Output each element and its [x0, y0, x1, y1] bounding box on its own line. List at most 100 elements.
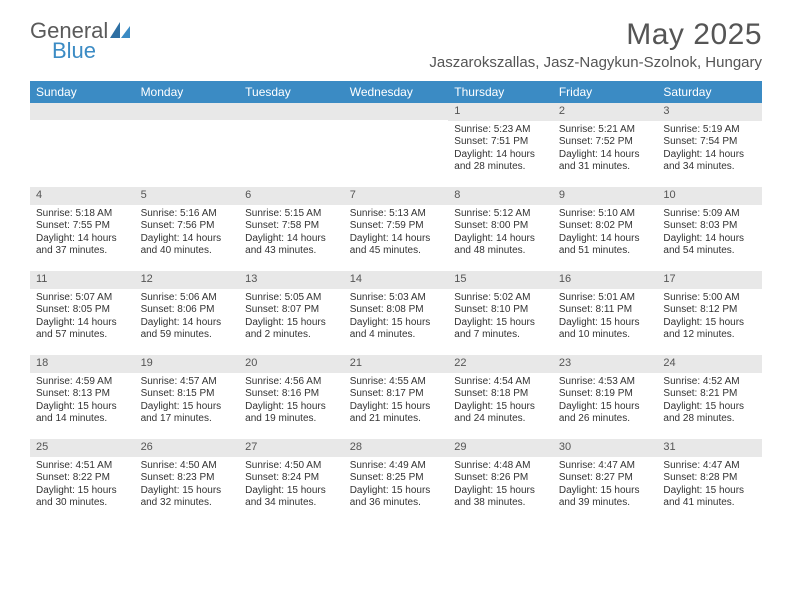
sunrise-line: Sunrise: 5:10 AM — [559, 208, 652, 221]
calendar-cell: 17Sunrise: 5:00 AMSunset: 8:12 PMDayligh… — [657, 271, 762, 355]
calendar-cell: 19Sunrise: 4:57 AMSunset: 8:15 PMDayligh… — [135, 355, 240, 439]
sunset-line: Sunset: 7:55 PM — [36, 220, 129, 233]
daylight-line: Daylight: 14 hours and 51 minutes. — [559, 233, 652, 258]
day-number: 14 — [344, 271, 449, 289]
week-row: 18Sunrise: 4:59 AMSunset: 8:13 PMDayligh… — [30, 355, 762, 439]
sunrise-line: Sunrise: 5:09 AM — [663, 208, 756, 221]
daylight-line: Daylight: 15 hours and 14 minutes. — [36, 401, 129, 426]
cell-body: Sunrise: 5:16 AMSunset: 7:56 PMDaylight:… — [135, 205, 240, 262]
day-header-sunday: Sunday — [30, 81, 135, 103]
daylight-line: Daylight: 15 hours and 30 minutes. — [36, 485, 129, 510]
daylight-line: Daylight: 14 hours and 43 minutes. — [245, 233, 338, 258]
daylight-line: Daylight: 15 hours and 36 minutes. — [350, 485, 443, 510]
daylight-line: Daylight: 14 hours and 34 minutes. — [663, 149, 756, 174]
day-number — [239, 103, 344, 120]
calendar-cell: 1Sunrise: 5:23 AMSunset: 7:51 PMDaylight… — [448, 103, 553, 187]
cell-body: Sunrise: 4:51 AMSunset: 8:22 PMDaylight:… — [30, 457, 135, 514]
day-number: 18 — [30, 355, 135, 373]
day-number: 29 — [448, 439, 553, 457]
logo-text: General Blue — [30, 18, 132, 70]
calendar-cell: 6 Sunrise: 5:15 AMSunset: 7:58 PMDaylight… — [239, 187, 344, 271]
cell-body: Sunrise: 4:56 AMSunset: 8:16 PMDaylight:… — [239, 373, 344, 430]
sunset-line: Sunset: 8:18 PM — [454, 388, 547, 401]
day-number: 22 — [448, 355, 553, 373]
day-number: 31 — [657, 439, 762, 457]
sunset-line: Sunset: 8:05 PM — [36, 304, 129, 317]
cell-body: Sunrise: 5:09 AMSunset: 8:03 PMDaylight:… — [657, 205, 762, 262]
day-header-friday: Friday — [553, 81, 658, 103]
cell-body: Sunrise: 5:19 AMSunset: 7:54 PMDaylight:… — [657, 121, 762, 178]
daylight-line: Daylight: 14 hours and 31 minutes. — [559, 149, 652, 174]
sunrise-line: Sunrise: 4:53 AM — [559, 376, 652, 389]
sunset-line: Sunset: 8:11 PM — [559, 304, 652, 317]
day-number: 8 — [448, 187, 553, 205]
day-number: 2 — [553, 103, 658, 121]
day-number: 24 — [657, 355, 762, 373]
cell-body: Sunrise: 5:12 AMSunset: 8:00 PMDaylight:… — [448, 205, 553, 262]
daylight-line: Daylight: 15 hours and 19 minutes. — [245, 401, 338, 426]
calendar-cell — [135, 103, 240, 187]
day-number — [344, 103, 449, 120]
weeks-container: 1Sunrise: 5:23 AMSunset: 7:51 PMDaylight… — [30, 103, 762, 523]
sunset-line: Sunset: 8:24 PM — [245, 472, 338, 485]
week-row: 11Sunrise: 5:07 AMSunset: 8:05 PMDayligh… — [30, 271, 762, 355]
sunrise-line: Sunrise: 5:05 AM — [245, 292, 338, 305]
header: General Blue May 2025 Jaszarokszallas, J… — [0, 0, 792, 75]
calendar-cell: 2Sunrise: 5:21 AMSunset: 7:52 PMDaylight… — [553, 103, 658, 187]
cell-body: Sunrise: 4:47 AMSunset: 8:27 PMDaylight:… — [553, 457, 658, 514]
day-number: 27 — [239, 439, 344, 457]
cell-body: Sunrise: 4:49 AMSunset: 8:25 PMDaylight:… — [344, 457, 449, 514]
sunrise-line: Sunrise: 5:19 AM — [663, 124, 756, 137]
sunrise-line: Sunrise: 4:56 AM — [245, 376, 338, 389]
cell-body: Sunrise: 5:18 AMSunset: 7:55 PMDaylight:… — [30, 205, 135, 262]
daylight-line: Daylight: 15 hours and 41 minutes. — [663, 485, 756, 510]
sunrise-line: Sunrise: 5:15 AM — [245, 208, 338, 221]
cell-body: Sunrise: 5:13 AMSunset: 7:59 PMDaylight:… — [344, 205, 449, 262]
day-number: 25 — [30, 439, 135, 457]
daylight-line: Daylight: 15 hours and 32 minutes. — [141, 485, 234, 510]
calendar-cell: 27Sunrise: 4:50 AMSunset: 8:24 PMDayligh… — [239, 439, 344, 523]
daylight-line: Daylight: 14 hours and 37 minutes. — [36, 233, 129, 258]
day-number: 10 — [657, 187, 762, 205]
sunset-line: Sunset: 7:51 PM — [454, 136, 547, 149]
sunrise-line: Sunrise: 4:47 AM — [559, 460, 652, 473]
sunrise-line: Sunrise: 4:52 AM — [663, 376, 756, 389]
cell-body: Sunrise: 5:01 AMSunset: 8:11 PMDaylight:… — [553, 289, 658, 346]
calendar-cell: 31Sunrise: 4:47 AMSunset: 8:28 PMDayligh… — [657, 439, 762, 523]
cell-body: Sunrise: 5:00 AMSunset: 8:12 PMDaylight:… — [657, 289, 762, 346]
calendar-cell: 18Sunrise: 4:59 AMSunset: 8:13 PMDayligh… — [30, 355, 135, 439]
day-number: 17 — [657, 271, 762, 289]
cell-body: Sunrise: 5:05 AMSunset: 8:07 PMDaylight:… — [239, 289, 344, 346]
sunset-line: Sunset: 8:16 PM — [245, 388, 338, 401]
cell-body: Sunrise: 5:07 AMSunset: 8:05 PMDaylight:… — [30, 289, 135, 346]
daylight-line: Daylight: 14 hours and 54 minutes. — [663, 233, 756, 258]
calendar-cell: 11Sunrise: 5:07 AMSunset: 8:05 PMDayligh… — [30, 271, 135, 355]
sunrise-line: Sunrise: 5:23 AM — [454, 124, 547, 137]
calendar-cell: 21Sunrise: 4:55 AMSunset: 8:17 PMDayligh… — [344, 355, 449, 439]
calendar-cell: 28Sunrise: 4:49 AMSunset: 8:25 PMDayligh… — [344, 439, 449, 523]
sunrise-line: Sunrise: 5:12 AM — [454, 208, 547, 221]
cell-body: Sunrise: 5:21 AMSunset: 7:52 PMDaylight:… — [553, 121, 658, 178]
day-number: 6 — [239, 187, 344, 205]
sunrise-line: Sunrise: 4:50 AM — [245, 460, 338, 473]
month-title: May 2025 — [429, 18, 762, 52]
sunset-line: Sunset: 8:23 PM — [141, 472, 234, 485]
sunset-line: Sunset: 7:54 PM — [663, 136, 756, 149]
sunset-line: Sunset: 8:17 PM — [350, 388, 443, 401]
sunset-line: Sunset: 8:26 PM — [454, 472, 547, 485]
cell-body: Sunrise: 5:06 AMSunset: 8:06 PMDaylight:… — [135, 289, 240, 346]
sunset-line: Sunset: 7:58 PM — [245, 220, 338, 233]
sunrise-line: Sunrise: 5:00 AM — [663, 292, 756, 305]
day-number: 11 — [30, 271, 135, 289]
sunset-line: Sunset: 8:15 PM — [141, 388, 234, 401]
sunset-line: Sunset: 8:00 PM — [454, 220, 547, 233]
day-number: 20 — [239, 355, 344, 373]
day-header-tuesday: Tuesday — [239, 81, 344, 103]
sunrise-line: Sunrise: 4:55 AM — [350, 376, 443, 389]
sunset-line: Sunset: 8:03 PM — [663, 220, 756, 233]
calendar-cell: 30Sunrise: 4:47 AMSunset: 8:27 PMDayligh… — [553, 439, 658, 523]
day-number: 4 — [30, 187, 135, 205]
daylight-line: Daylight: 14 hours and 57 minutes. — [36, 317, 129, 342]
calendar-cell: 5Sunrise: 5:16 AMSunset: 7:56 PMDaylight… — [135, 187, 240, 271]
calendar-cell: 8Sunrise: 5:12 AMSunset: 8:00 PMDaylight… — [448, 187, 553, 271]
